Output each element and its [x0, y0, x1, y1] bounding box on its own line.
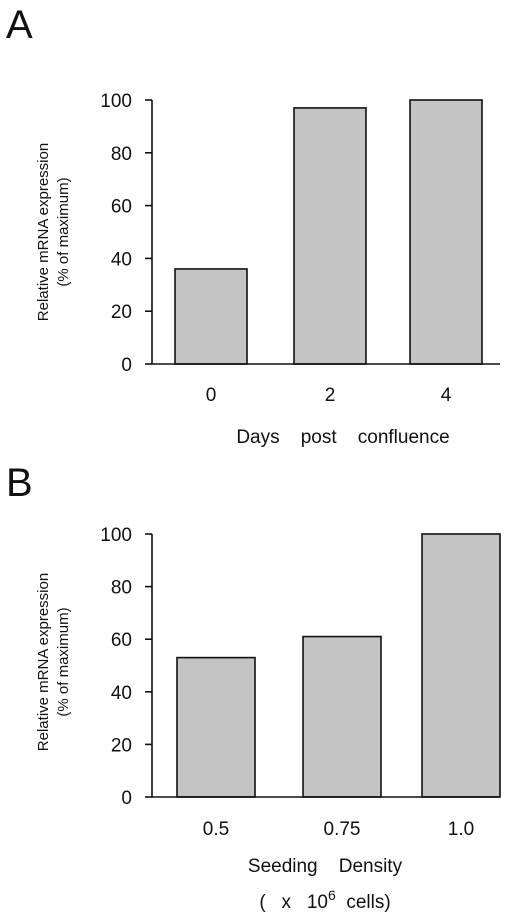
panel-a-y-tick-label: 40	[111, 249, 132, 270]
panel-a-bar-2	[293, 107, 367, 365]
panel-b-y-tick-label: 20	[111, 735, 132, 756]
panel-b-x-axis-label-line2: ( x 106 cells)	[259, 887, 390, 913]
panel-a-letter: A	[6, 3, 33, 47]
panel-a-y-tick-label: 80	[111, 144, 132, 165]
panel-b-y-tick-label: 100	[100, 525, 132, 546]
panel-b-y-tick-label: 80	[111, 578, 132, 599]
panel-b-x-tick-label: 1.0	[448, 819, 474, 840]
panel-b-x-axis-label: Seeding Density	[248, 856, 403, 877]
panel-a-y-tick-label: 100	[100, 91, 132, 112]
panel-b-y-tick-label: 0	[121, 788, 132, 809]
panel-b-xlabel-sup: 6	[328, 887, 336, 903]
panel-a-y-tick-label: 20	[111, 302, 132, 323]
panel-b-xlabel-post: cells)	[336, 892, 391, 913]
panel-a-bar-0	[174, 268, 248, 365]
panel-b-y-tick-label: 40	[111, 683, 132, 704]
panel-b-bar-1.0	[421, 533, 501, 798]
panel-a-plot: 0 20 40 60 80 100 0 2 4	[100, 91, 500, 406]
panel-a-x-tick-label: 0	[206, 385, 217, 406]
panel-a-x-tick-label: 4	[441, 385, 452, 406]
panel-a-y-tick-label: 0	[121, 355, 132, 376]
panel-a-x-axis-label: Days post confluence	[236, 427, 449, 448]
panel-b-plot: 0 20 40 60 80 100 0.5 0.75 1.0	[100, 525, 501, 840]
panel-b-x-tick-label: 0.75	[324, 819, 361, 840]
panel-a-y-axis-label: Relative mRNA expression (% of maximum)	[35, 143, 72, 321]
panel-b-y-tick-label: 60	[111, 630, 132, 651]
panel-b-bar-0.75	[302, 635, 382, 798]
panel-b-letter: B	[6, 461, 33, 505]
panel-b-bar-0.5	[176, 656, 256, 798]
panel-b-ylabel-line1: Relative mRNA expression	[35, 573, 52, 751]
panel-a-ylabel-line2: (% of maximum)	[55, 177, 72, 286]
panel-b-ylabel-line2: (% of maximum)	[55, 607, 72, 716]
panel-a-bar-4	[409, 99, 483, 365]
panel-a-y-tick-label: 60	[111, 197, 132, 218]
panel-b-x-tick-label: 0.5	[203, 819, 229, 840]
panel-b-xlabel-pre: ( x 10	[259, 892, 328, 913]
panel-a-x-tick-label: 2	[325, 385, 336, 406]
panel-b-y-axis-label: Relative mRNA expression (% of maximum)	[35, 573, 72, 751]
panel-a-ylabel-line1: Relative mRNA expression	[35, 143, 52, 321]
